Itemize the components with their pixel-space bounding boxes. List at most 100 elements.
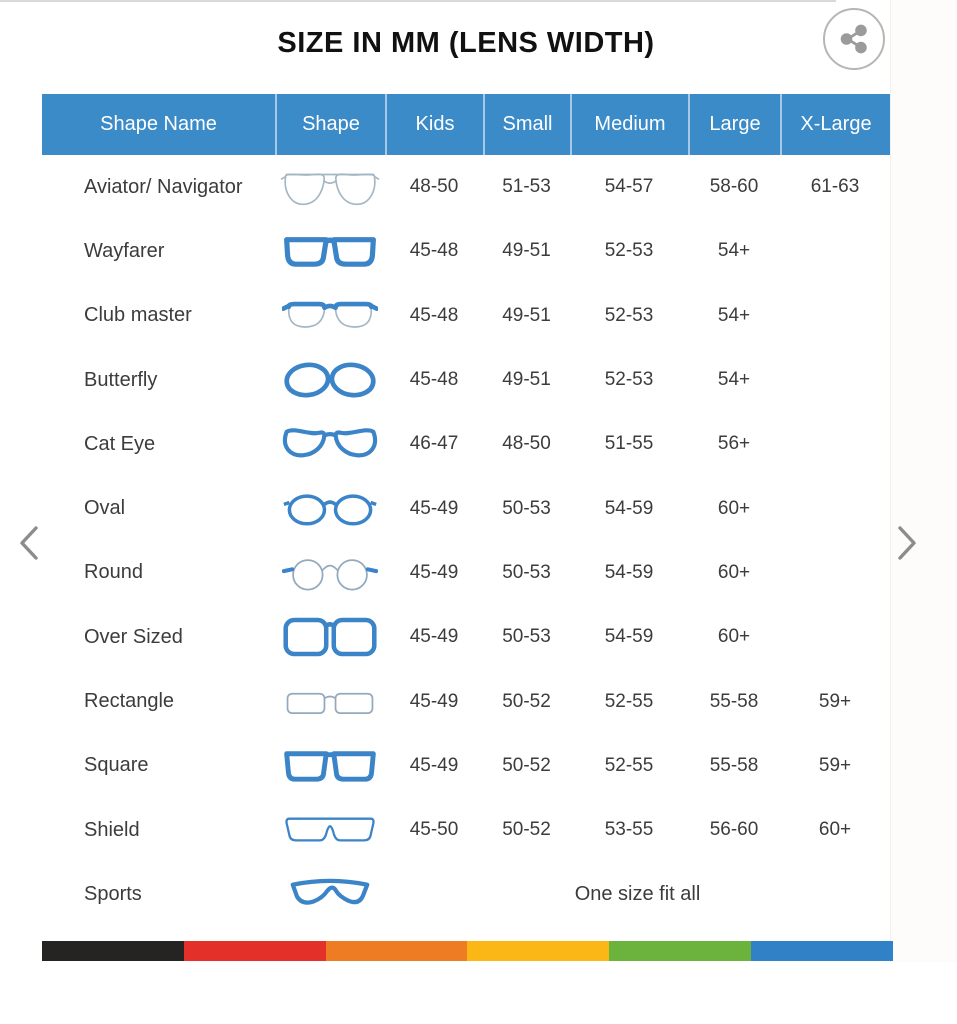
kids-value: 45-48 xyxy=(409,369,459,391)
large-value: 60+ xyxy=(717,497,751,519)
large-value: 55-58 xyxy=(709,690,759,712)
shape-name: Wayfarer xyxy=(84,239,165,262)
col-header-xlarge: X-Large xyxy=(780,94,890,155)
footer-color-bar xyxy=(42,941,893,961)
medium-value: 54-59 xyxy=(604,497,654,519)
shape-cell xyxy=(275,549,385,597)
shield-glasses-icon xyxy=(285,817,375,842)
bar-segment-black xyxy=(42,941,184,961)
bar-segment-orange xyxy=(325,941,468,961)
large-value: 58-60 xyxy=(709,176,759,198)
kids-value: 45-50 xyxy=(409,819,459,841)
shape-name: Aviator/ Navigator xyxy=(84,175,243,198)
xlarge-value: 61-63 xyxy=(810,176,860,198)
table-row-round: Round 45-49 50-53 xyxy=(42,541,890,605)
butterfly-glasses-icon xyxy=(284,362,376,398)
shape-cell xyxy=(275,681,385,723)
large-value: 54+ xyxy=(717,304,751,326)
medium-value: 51-55 xyxy=(604,433,654,455)
small-value: 50-52 xyxy=(502,690,551,712)
shape-cell xyxy=(275,162,385,212)
small-value: 50-52 xyxy=(502,819,551,841)
table-row-aviator: Aviator/ Navigator 48-50 51- xyxy=(42,155,890,219)
carousel-next-button[interactable] xyxy=(894,525,920,563)
page-title: SIZE IN MM (LENS WIDTH) xyxy=(277,27,655,59)
table-row-oversized: Over Sized 45-49 50-53 54-59 60+ xyxy=(42,605,890,669)
carousel-prev-button[interactable] xyxy=(16,525,42,563)
shape-cell xyxy=(275,421,385,467)
rectangle-glasses-icon xyxy=(286,692,374,714)
col-header-shape: Shape xyxy=(275,94,385,155)
shape-name: Round xyxy=(84,561,143,584)
large-value: 55-58 xyxy=(709,754,759,776)
wayfarer-glasses-icon xyxy=(284,237,376,268)
kids-value: 46-47 xyxy=(409,433,459,455)
oval-glasses-icon xyxy=(283,493,377,526)
shape-name: Butterfly xyxy=(84,368,158,391)
table-row-clubmaster: Club master xyxy=(42,284,890,348)
col-header-large: Large xyxy=(688,94,780,155)
medium-value: 52-53 xyxy=(604,304,654,326)
clubmaster-glasses-icon xyxy=(282,301,378,328)
small-value: 50-52 xyxy=(502,754,551,776)
col-header-kids: Kids xyxy=(385,94,483,155)
shape-name: Square xyxy=(84,754,149,777)
kids-value: 45-49 xyxy=(409,690,459,712)
shape-cell xyxy=(275,810,385,850)
chevron-left-icon xyxy=(20,526,38,560)
table-row-sports: Sports One size fit all xyxy=(42,862,890,926)
kids-value: 48-50 xyxy=(409,176,459,198)
small-value: 51-53 xyxy=(502,176,551,198)
square-glasses-icon xyxy=(284,751,376,782)
top-divider xyxy=(0,0,836,2)
bar-segment-blue xyxy=(751,941,893,961)
table-row-cat-eye: Cat Eye 46-47 48-50 51-55 56+ xyxy=(42,412,890,476)
xlarge-value: 59+ xyxy=(818,690,852,712)
shape-cell xyxy=(275,743,385,789)
large-value: 56+ xyxy=(717,433,751,455)
small-value: 49-51 xyxy=(502,369,551,391)
shape-cell xyxy=(275,613,385,661)
large-value: 54+ xyxy=(717,369,751,391)
small-value: 50-53 xyxy=(502,626,551,648)
one-size-note: One size fit all xyxy=(574,882,701,905)
shape-name: Over Sized xyxy=(84,625,183,648)
medium-value: 54-59 xyxy=(604,561,654,583)
medium-value: 52-53 xyxy=(604,369,654,391)
medium-value: 52-53 xyxy=(604,240,654,262)
small-value: 49-51 xyxy=(502,304,551,326)
table-row-wayfarer: Wayfarer 45-48 49-51 52-53 54+ xyxy=(42,219,890,283)
shape-name: Oval xyxy=(84,497,126,520)
cat-eye-glasses-icon xyxy=(282,428,378,458)
shape-name: Club master xyxy=(84,304,192,327)
large-value: 54+ xyxy=(717,240,751,262)
large-value: 56-60 xyxy=(709,819,759,841)
bar-segment-green xyxy=(609,941,752,961)
shape-name: Cat Eye xyxy=(84,432,156,455)
table-row-butterfly: Butterfly 45-48 49-51 52-53 54+ xyxy=(42,348,890,412)
sports-glasses-icon xyxy=(290,879,370,906)
share-button[interactable] xyxy=(823,8,885,70)
share-icon xyxy=(840,24,867,54)
large-value: 60+ xyxy=(717,626,751,648)
shape-name: Rectangle xyxy=(84,690,175,713)
table-body: Aviator/ Navigator 48-50 51- xyxy=(42,155,890,927)
small-value: 49-51 xyxy=(502,240,551,262)
shape-cell xyxy=(275,294,385,338)
medium-value: 53-55 xyxy=(604,819,654,841)
bar-segment-red xyxy=(183,941,326,961)
shape-cell xyxy=(275,486,385,532)
kids-value: 45-49 xyxy=(409,754,459,776)
col-header-small: Small xyxy=(483,94,570,155)
small-value: 48-50 xyxy=(502,433,551,455)
table-header: Shape Name Shape Kids Small Medium Large… xyxy=(42,94,890,155)
chevron-right-icon xyxy=(898,526,916,560)
shape-name: Sports xyxy=(84,882,142,905)
right-margin xyxy=(890,0,957,962)
bar-segment-yellow xyxy=(467,941,610,961)
kids-value: 45-48 xyxy=(409,304,459,326)
small-value: 50-53 xyxy=(502,561,551,583)
medium-value: 54-59 xyxy=(604,626,654,648)
kids-value: 45-49 xyxy=(409,561,459,583)
